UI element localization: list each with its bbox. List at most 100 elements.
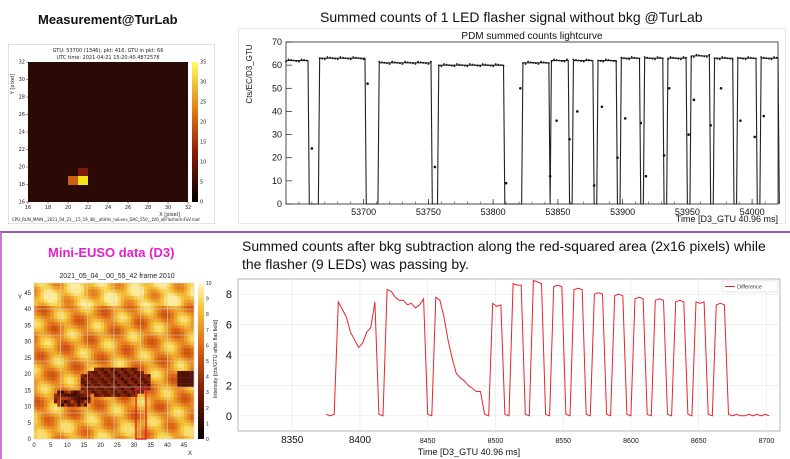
map-cell bbox=[114, 396, 118, 401]
map-cell bbox=[164, 422, 168, 427]
lightcurve-point bbox=[752, 57, 755, 60]
map-cell bbox=[177, 351, 181, 355]
map-cell bbox=[94, 322, 98, 326]
map-cell bbox=[124, 296, 128, 300]
map-cell bbox=[167, 348, 171, 352]
map-cell bbox=[120, 286, 125, 290]
map-cell bbox=[127, 393, 131, 397]
map-cell bbox=[180, 416, 185, 420]
map-cell bbox=[124, 325, 128, 329]
map-cell bbox=[127, 354, 131, 358]
map-cell bbox=[130, 409, 135, 414]
map-cell bbox=[127, 374, 131, 378]
map-cell bbox=[64, 419, 68, 423]
map-cell bbox=[77, 413, 81, 417]
map-cell bbox=[174, 305, 178, 310]
map-cell bbox=[74, 387, 78, 391]
map-cell bbox=[180, 435, 185, 440]
map-cell bbox=[97, 374, 101, 378]
map-cell bbox=[177, 322, 181, 326]
map-colorbar-tick-label: 5 bbox=[206, 359, 209, 365]
map-cell bbox=[40, 364, 45, 368]
map-cell bbox=[54, 318, 58, 323]
y-tick-label: 30 bbox=[272, 130, 282, 140]
map-cell bbox=[100, 374, 105, 378]
map-cell bbox=[34, 338, 38, 342]
lightcurve-point bbox=[682, 56, 685, 58]
map-cell bbox=[100, 377, 105, 381]
map-cell bbox=[50, 429, 55, 433]
map-cell bbox=[87, 338, 91, 342]
map-cell bbox=[147, 380, 151, 384]
map-cell bbox=[174, 383, 178, 388]
map-cell bbox=[180, 302, 185, 306]
map-cell bbox=[54, 299, 58, 303]
map-cell bbox=[127, 299, 131, 303]
map-cell bbox=[134, 344, 138, 349]
map-cell bbox=[87, 374, 91, 378]
map-cell bbox=[74, 422, 78, 427]
map-cell bbox=[157, 367, 161, 371]
map-cell bbox=[117, 283, 121, 287]
map-cell bbox=[47, 364, 51, 368]
map-cell bbox=[100, 309, 105, 313]
map-cell bbox=[137, 328, 141, 332]
map-cell bbox=[147, 374, 151, 378]
lightcurve-point bbox=[773, 56, 776, 58]
map-cell bbox=[144, 370, 148, 375]
map-cell bbox=[34, 331, 38, 336]
map-cell bbox=[167, 403, 171, 407]
map-cell bbox=[87, 422, 91, 427]
map-cell bbox=[94, 416, 98, 420]
map-cell bbox=[180, 367, 185, 371]
map-cell bbox=[117, 435, 121, 440]
map-cell bbox=[90, 338, 95, 342]
map-cell bbox=[154, 315, 158, 319]
map-cell bbox=[180, 289, 185, 293]
map-cell bbox=[60, 383, 65, 388]
map-cell bbox=[190, 409, 195, 414]
map-cell bbox=[110, 383, 115, 388]
map-cell bbox=[74, 374, 78, 378]
map-cell bbox=[130, 426, 135, 430]
map-cell bbox=[190, 341, 195, 345]
map-cell bbox=[90, 351, 95, 355]
lightcurve-point bbox=[331, 57, 334, 60]
map-cell bbox=[97, 299, 101, 303]
map-cell bbox=[50, 374, 55, 378]
difference-series-line bbox=[325, 279, 770, 417]
map-cell bbox=[114, 432, 118, 436]
map-cell bbox=[87, 413, 91, 417]
map-cell bbox=[184, 390, 188, 394]
map-cell bbox=[190, 351, 195, 355]
map-cell bbox=[114, 426, 118, 430]
map-cell bbox=[34, 413, 38, 417]
map-cell bbox=[47, 292, 51, 297]
map-cell bbox=[54, 429, 58, 433]
map-cell bbox=[190, 422, 195, 427]
map-cell bbox=[167, 377, 171, 381]
map-cell bbox=[160, 422, 165, 427]
lightcurve-point bbox=[695, 53, 698, 56]
lightcurve-point bbox=[708, 53, 711, 56]
map-cell bbox=[34, 309, 38, 313]
map-cell bbox=[177, 380, 181, 384]
map-cell bbox=[84, 305, 88, 310]
map-cell bbox=[124, 348, 128, 352]
map-cell bbox=[90, 335, 95, 339]
map-cell bbox=[54, 328, 58, 332]
map-cell bbox=[147, 419, 151, 423]
map-cell bbox=[60, 299, 65, 303]
lightcurve-transition-point bbox=[433, 165, 437, 169]
lightcurve-point bbox=[401, 63, 404, 65]
lightcurve-point bbox=[355, 56, 357, 59]
map-cell bbox=[190, 325, 195, 329]
map-cell bbox=[154, 387, 158, 391]
lightcurve-point bbox=[575, 59, 577, 61]
map-cell bbox=[87, 409, 91, 414]
heatmap-y-tick-label: 28 bbox=[19, 95, 25, 101]
lightcurve-point bbox=[623, 57, 625, 60]
lightcurve-point bbox=[703, 55, 706, 58]
map-cell bbox=[40, 400, 45, 404]
turlab-title: Measurement@TurLab bbox=[38, 12, 178, 27]
